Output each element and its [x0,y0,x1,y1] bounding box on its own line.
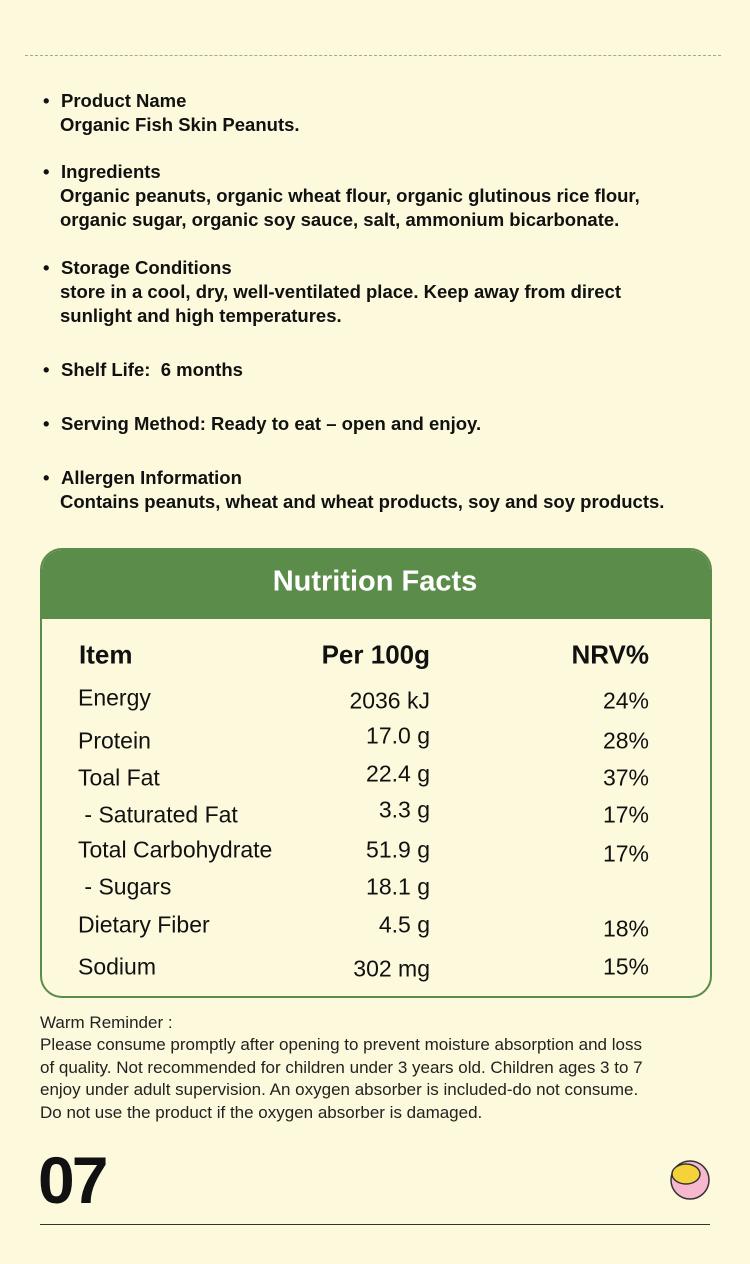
section-title: Storage Conditions [61,257,232,278]
dashed-divider [25,55,721,56]
nrv: 17% [602,801,649,828]
section-text: store in a cool, dry, well-ventilated pl… [60,281,621,302]
page-number: 07 [38,1143,108,1217]
item-name: Dietary Fiber [78,911,210,938]
section-title: Shelf Life: 6 months [61,359,243,380]
section-text: Organic peanuts, organic wheat flour, or… [60,185,640,206]
peanut-icon [670,1160,710,1200]
bullet: • [43,90,50,111]
reminder-text: of quality. Not recommended for children… [40,1057,643,1077]
section-title: Serving Method: Ready to eat – open and … [61,413,482,434]
reminder-text: Do not use the product if the oxygen abs… [40,1103,483,1123]
per-100g: 3.3 g [378,796,430,823]
per-100g: 22.4 g [366,760,430,787]
per-100g: 18.1 g [366,873,430,900]
section-title: Product Name [61,90,187,111]
nrv: 24% [602,687,649,714]
nutrition-title: Nutrition Facts [272,565,478,598]
reminder-text: enjoy under adult supervision. An oxygen… [40,1080,639,1100]
per-100g: 2036 kJ [349,687,430,714]
section-text: Contains peanuts, wheat and wheat produc… [60,491,665,512]
per-100g: 17.0 g [366,722,430,749]
section-title: Allergen Information [61,467,242,488]
nutrition-header-bar [42,550,710,619]
item-name: Protein [78,727,151,754]
section-text: organic sugar, organic soy sauce, salt, … [60,209,620,230]
item-name: Sodium [78,953,156,980]
nrv: 17% [602,840,649,867]
nrv: 18% [602,915,649,942]
item-name: - Saturated Fat [78,801,238,828]
reminder-text: Please consume promptly after opening to… [40,1035,642,1054]
bullet: • [43,413,50,434]
section-title: Ingredients [61,161,161,182]
reminder-title: Warm Reminder : [40,1013,173,1032]
nrv: 15% [602,953,649,980]
table-header: Per 100g [321,639,430,670]
bottom-rule [40,1224,710,1225]
item-name: Total Carbohydrate [78,836,273,863]
nutrition-box [40,548,712,998]
nrv: 37% [602,764,649,791]
section-text: sunlight and high temperatures. [60,305,342,326]
table-header: NRV% [571,639,649,670]
section-text: Organic Fish Skin Peanuts. [60,114,300,135]
per-100g: 4.5 g [378,911,430,938]
item-name: Energy [78,684,151,711]
per-100g: 51.9 g [366,836,430,863]
bullet: • [43,161,50,182]
table-header: Item [79,639,133,670]
bullet: • [43,257,50,278]
item-name: Toal Fat [78,764,160,791]
bullet: • [43,359,50,380]
item-name: - Sugars [78,873,172,900]
bullet: • [43,467,50,488]
per-100g: 302 mg [353,955,430,982]
nrv: 28% [602,727,649,754]
